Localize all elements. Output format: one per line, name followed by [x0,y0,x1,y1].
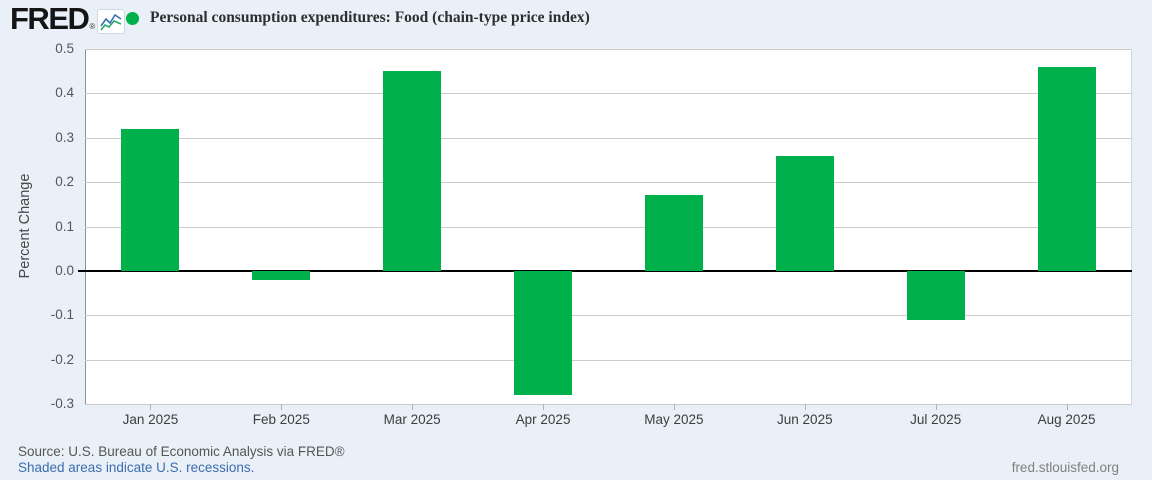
series-legend: Personal consumption expenditures: Food … [126,9,590,27]
fred-logo[interactable]: FRED ® [10,1,126,36]
y-tick-label: 0.3 [55,129,74,145]
gridline [85,315,1132,317]
registered-trademark: ® [89,22,96,31]
x-tick-label: May 2025 [644,412,704,427]
bar-jul-2025[interactable] [906,270,965,320]
gridline [85,182,1132,184]
y-tick-label: -0.2 [50,351,74,367]
x-tick-label: Mar 2025 [383,412,441,427]
source-text: Source: U.S. Bureau of Economic Analysis… [18,444,345,459]
line-chart-icon [97,9,126,34]
bar-jan-2025[interactable] [121,128,180,271]
bar-apr-2025[interactable] [514,270,573,396]
bar-mar-2025[interactable] [383,71,442,271]
gridline [85,226,1132,228]
gridline [85,49,1132,50]
fred-site-link[interactable]: fred.stlouisfed.org [1011,460,1119,475]
x-tick-mark [281,404,283,410]
y-tick-label: 0.5 [55,41,74,56]
x-tick-label: Feb 2025 [252,412,310,427]
x-tick-label: Jul 2025 [910,412,962,427]
gridline [85,404,1132,405]
bar-may-2025[interactable] [644,195,703,271]
x-tick-mark [543,404,545,410]
x-tick-mark [673,404,675,410]
y-tick-label: 0.1 [55,218,74,234]
gridline [85,93,1132,95]
fred-logo-text: FRED [10,1,90,36]
x-tick-mark [412,404,414,410]
y-tick-label: -0.1 [50,307,74,323]
recession-note-link[interactable]: Shaded areas indicate U.S. recessions. [18,460,255,475]
x-tick-label: Jan 2025 [122,412,179,427]
chart-area: Percent Change 0.5 0.4 0.3 0.2 0.1 0.0 -0.1 -0.… [17,41,1132,427]
x-tick-label: Jun 2025 [777,412,833,427]
x-tick-label: Apr 2025 [515,412,571,427]
bar-feb-2025[interactable] [252,270,311,280]
series-title: Personal consumption expenditures: Food … [150,9,590,26]
x-tick-mark [804,404,806,410]
x-tick-label: Aug 2025 [1037,412,1096,427]
y-tick-label: 0.2 [55,174,74,190]
x-tick-mark [1066,404,1068,410]
bar-jun-2025[interactable] [775,155,834,271]
zero-line [78,269,1132,272]
bar-aug-2025[interactable] [1037,66,1096,271]
gridline [85,359,1132,361]
x-tick-mark [935,404,937,410]
y-tick-label: -0.3 [50,396,74,411]
series-color-dot-icon [126,11,139,25]
gridline [85,137,1132,139]
y-tick-label: 0.4 [55,85,74,101]
y-tick-label: 0.0 [55,262,74,278]
x-tick-mark [150,404,152,410]
